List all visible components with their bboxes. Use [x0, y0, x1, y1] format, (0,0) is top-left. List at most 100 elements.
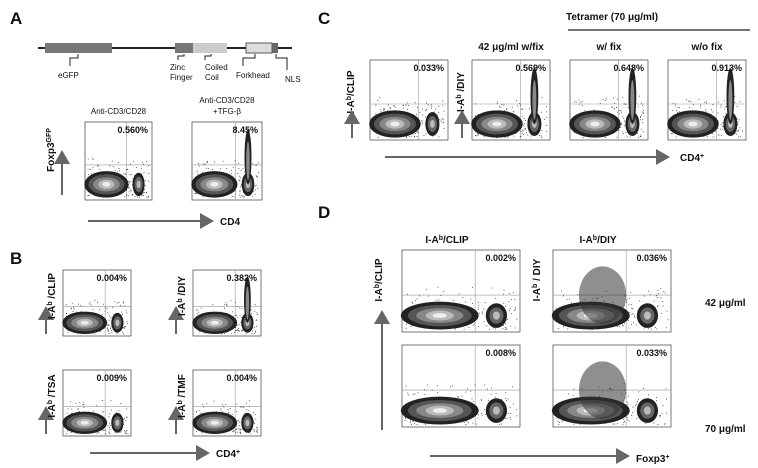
event-dot [515, 133, 517, 135]
event-dot [619, 325, 621, 327]
event-dot [234, 193, 236, 195]
event-dot [96, 165, 98, 167]
event-dot [453, 299, 455, 301]
y-axis-label-sup: b [532, 284, 539, 288]
y-axis-label-sup: b [47, 301, 54, 305]
event-dot [637, 132, 639, 134]
event-dot [238, 324, 240, 326]
event-dot [88, 174, 90, 176]
event-dot [470, 390, 472, 392]
event-dot [87, 158, 89, 160]
event-dot [503, 110, 505, 112]
event-dot [632, 406, 634, 408]
event-dot [407, 102, 409, 104]
event-dot [604, 136, 606, 138]
event-dot [524, 120, 526, 122]
event-dot [477, 307, 479, 309]
event-dot [404, 420, 406, 422]
event-dot [509, 407, 511, 409]
event-dot [662, 405, 664, 407]
density-contour [245, 286, 250, 320]
event-dot [655, 397, 657, 399]
event-dot [638, 136, 640, 138]
event-dot [472, 324, 474, 326]
event-dot [254, 193, 256, 195]
x-axis-label-sup: + [236, 449, 240, 456]
event-dot [196, 170, 198, 172]
event-dot [256, 429, 258, 431]
event-dot [504, 418, 506, 420]
density-contour [210, 320, 219, 325]
event-dot [463, 328, 465, 330]
event-dot [240, 184, 242, 186]
event-dot [712, 104, 714, 106]
event-dot [720, 124, 722, 126]
event-dot [412, 394, 414, 396]
event-dot [130, 190, 132, 192]
event-dot [233, 430, 235, 432]
event-dot [465, 301, 467, 303]
x-axis-label-base: CD4 [216, 449, 236, 460]
event-dot [529, 108, 531, 110]
event-dot [423, 135, 425, 137]
event-dot [253, 420, 255, 422]
event-dot [425, 109, 427, 111]
event-dot [442, 121, 444, 123]
event-dot [256, 312, 258, 314]
event-dot [207, 167, 209, 169]
event-dot [375, 113, 377, 115]
event-dot [573, 394, 575, 396]
event-dot [402, 104, 404, 106]
event-dot [251, 195, 253, 197]
event-dot [430, 104, 432, 106]
event-dot [133, 161, 135, 163]
event-dot [506, 417, 508, 419]
event-dot [475, 103, 477, 105]
event-dot [255, 165, 257, 167]
event-dot [505, 400, 507, 402]
event-dot [500, 107, 502, 109]
event-dot [241, 329, 243, 331]
event-dot [509, 308, 511, 310]
event-dot [502, 328, 504, 330]
event-dot [472, 422, 474, 424]
event-dot [486, 325, 488, 327]
event-dot [252, 163, 254, 165]
event-dot [122, 327, 124, 329]
y-axis-label-rest: /DIY [177, 276, 188, 299]
event-dot [641, 122, 643, 124]
event-dot [240, 186, 242, 188]
event-dot [414, 300, 416, 302]
event-dot [640, 128, 642, 130]
event-dot [440, 294, 442, 296]
event-dot [243, 196, 245, 198]
event-dot [524, 123, 526, 125]
event-dot [631, 307, 633, 309]
event-dot [617, 111, 619, 113]
event-dot [255, 319, 257, 321]
event-dot [545, 124, 547, 126]
event-dot [474, 134, 476, 136]
event-dot [414, 422, 416, 424]
event-dot [125, 326, 127, 328]
event-dot [621, 123, 623, 125]
event-dot [736, 131, 738, 133]
event-dot [136, 167, 138, 169]
y-axis-label-base: I-A [374, 288, 385, 301]
event-dot [657, 296, 659, 298]
event-dot [249, 432, 251, 434]
event-dot [225, 301, 227, 303]
event-dot [108, 416, 110, 418]
event-dot [658, 415, 660, 417]
event-dot [498, 424, 500, 426]
event-dot [622, 324, 624, 326]
event-dot [642, 112, 644, 114]
event-dot [92, 309, 94, 311]
event-dot [557, 420, 559, 422]
event-dot [238, 175, 240, 177]
event-dot [737, 123, 739, 125]
flow-plot [551, 344, 672, 428]
event-dot [725, 112, 727, 114]
event-dot [235, 429, 237, 431]
event-dot [508, 293, 510, 295]
